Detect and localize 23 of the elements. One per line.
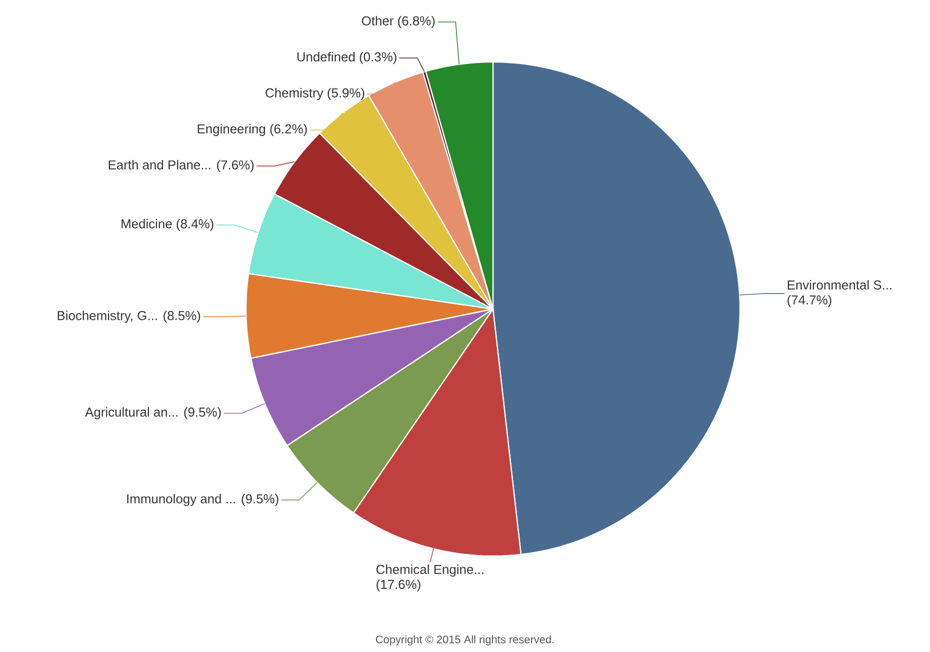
data-label: (8.5%)	[164, 310, 200, 323]
slice-label: Chemical Engine...	[376, 564, 484, 577]
slice-label: Other	[362, 16, 394, 26]
slice-label: Engineering	[198, 124, 266, 136]
slice-label: Medicine	[122, 218, 172, 228]
data-label: (8.4%)	[176, 218, 214, 231]
data-label: (7.6%)	[217, 160, 254, 172]
data-label: (9.5%)	[184, 407, 221, 420]
data-label: (74.7%)	[788, 294, 832, 308]
slice-label: Environmental S...	[788, 280, 892, 290]
data-label: (6.8%)	[398, 16, 435, 28]
slice-label: Chemistry	[266, 88, 324, 100]
data-label: (17.6%)	[376, 579, 420, 592]
slice-label: Undefined	[297, 52, 355, 62]
slice-label: Earth and Plane...	[108, 160, 210, 170]
data-label: (6.2%)	[270, 124, 307, 136]
slice-label: Biochemistry, G...	[58, 310, 157, 323]
slice-label: Immunology and ...	[127, 494, 235, 506]
slice-label: Agricultural an...	[85, 407, 178, 420]
data-label: (9.5%)	[242, 494, 278, 506]
data-label: (5.9%)	[328, 88, 364, 100]
text: Copyright © 2015 All rights reserved.	[376, 635, 554, 646]
data-label: (0.3%)	[360, 52, 396, 64]
